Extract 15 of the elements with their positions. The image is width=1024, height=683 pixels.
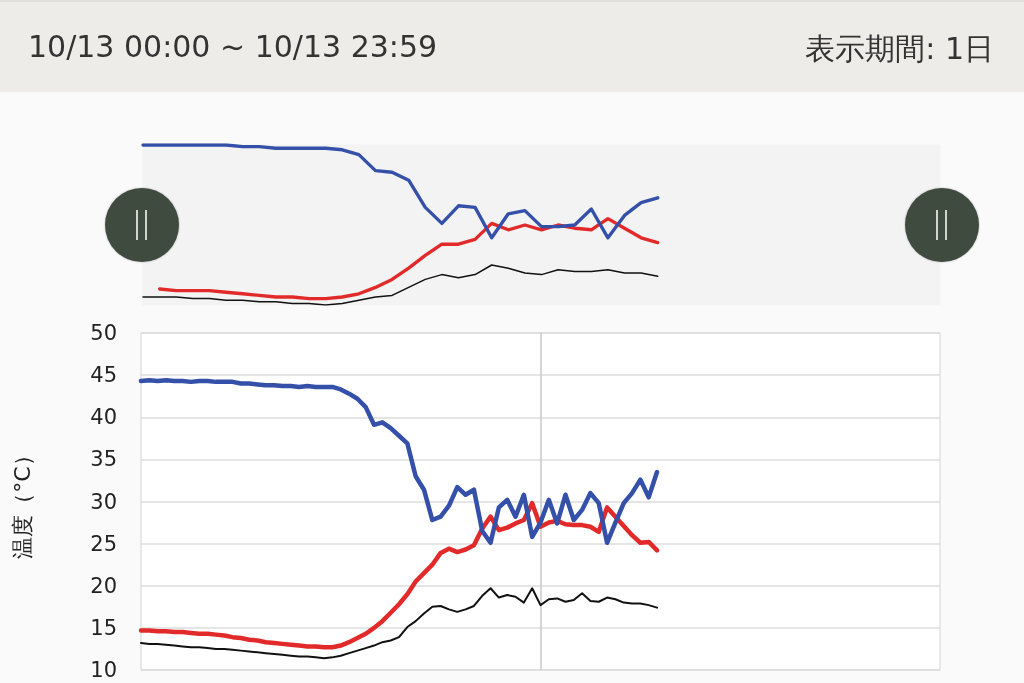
y-tick-label: 15 [90,615,117,640]
y-tick-label: 45 [90,363,117,388]
y-tick-label: 35 [90,447,117,472]
y-axis-title: 温度（°C） [9,444,35,559]
text: 表示期間: 1日 [805,30,994,68]
y-tick-label: 25 [90,531,117,556]
line-series [138,500,660,650]
y-tick-label: 50 [90,321,117,345]
line-series [138,377,660,546]
y-tick-label: 10 [90,658,117,682]
y-tick-label: 30 [90,489,117,514]
line-series [140,587,659,660]
text: 10/13 00:00 ~ 10/13 23:59 [28,29,438,64]
y-tick-label: 20 [90,573,117,598]
y-tick-label: 40 [90,405,117,430]
